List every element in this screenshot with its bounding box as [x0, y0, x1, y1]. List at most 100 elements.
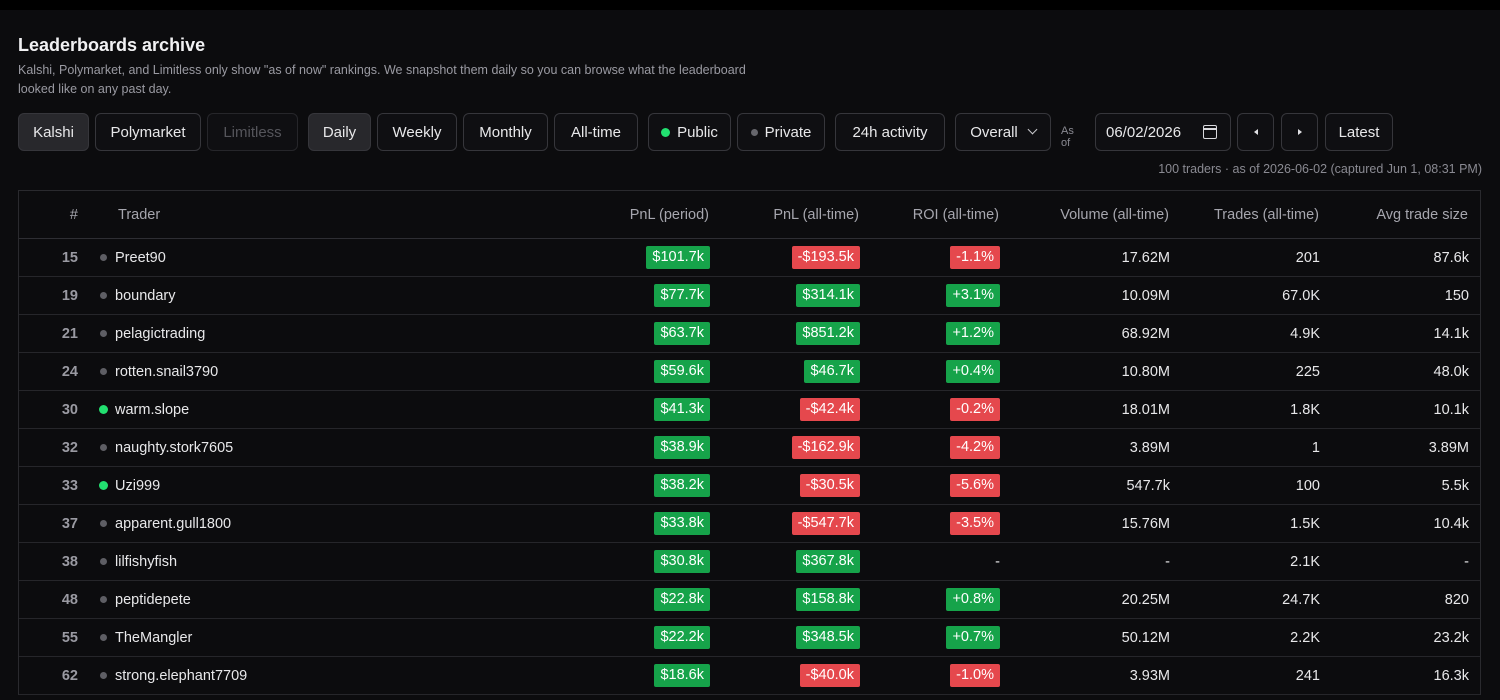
period-tab-weekly[interactable]: Weekly: [377, 113, 457, 151]
page-title: Leaderboards archive: [18, 35, 206, 55]
avg-size-cell: 14.1k: [1433, 325, 1469, 342]
trader-name[interactable]: peptidepete: [115, 591, 191, 608]
col-rank-header[interactable]: #: [69, 206, 78, 223]
trader-name[interactable]: warm.slope: [115, 401, 190, 418]
trader-cell[interactable]: TheMangler: [100, 619, 500, 656]
trader-name[interactable]: lilfishyfish: [115, 553, 178, 570]
trader-cell[interactable]: Preet90: [100, 239, 500, 276]
table-row[interactable]: 55 TheMangler $22.2k $348.5k +0.7% 50.12M 2.2K…: [19, 619, 1480, 657]
table-row[interactable]: 48 peptidepete $22.8k $158.8k +0.8% 20.25M 24.…: [19, 581, 1480, 619]
activity-24h-button[interactable]: 24h activity: [835, 113, 945, 151]
table-row[interactable]: 33 Uzi999 $38.2k -$30.5k -5.6% 547.7k 100 5.5k: [19, 467, 1480, 505]
pnl-all-badge: -$547.7k: [791, 512, 860, 535]
col-pnl-all-header[interactable]: PnL (all-time): [773, 206, 859, 223]
roi-cell: -: [995, 543, 1000, 580]
table-row[interactable]: 38 lilfishyfish $30.8k $367.8k - - 2.1K -: [19, 543, 1480, 581]
top-bar: [0, 0, 1500, 10]
pnl-period-badge: $59.6k: [654, 360, 710, 383]
col-roi-header[interactable]: ROI (all-time): [912, 206, 999, 223]
pnl-all-badge: -$42.4k: [799, 398, 860, 421]
date-input[interactable]: 06/02/2026: [1095, 113, 1231, 151]
col-trades-header[interactable]: Trades (all-time): [1213, 206, 1319, 223]
col-trader-header[interactable]: Trader: [118, 206, 161, 223]
platform-tab-kalshi[interactable]: Kalshi: [18, 113, 89, 151]
visibility-private-toggle[interactable]: Private: [737, 113, 825, 151]
pnl-period-badge: $77.7k: [654, 284, 710, 307]
pnl-period-cell: $101.7k: [646, 239, 710, 276]
trader-name[interactable]: strong.elephant7709: [115, 667, 248, 684]
pnl-period-badge: $22.8k: [654, 588, 710, 611]
table-row[interactable]: 62 strong.elephant7709 $18.6k -$40.0k -1.0% 3…: [19, 657, 1480, 695]
trader-cell[interactable]: peptidepete: [100, 581, 500, 618]
rank-cell: 19: [61, 287, 78, 304]
trades-cell: 100: [1295, 477, 1320, 494]
trades-cell: 1.5K: [1290, 515, 1320, 532]
trader-name[interactable]: pelagictrading: [115, 325, 206, 342]
period-tab-daily[interactable]: Daily: [308, 113, 371, 151]
rank-cell: 55: [61, 629, 78, 646]
status-dot-icon: [100, 558, 107, 565]
roi-cell: -4.2%: [950, 429, 1000, 466]
platform-tab-limitless[interactable]: Limitless: [207, 113, 298, 151]
col-volume-header[interactable]: Volume (all-time): [1060, 206, 1169, 223]
trades-cell: 2.2K: [1290, 629, 1320, 646]
trader-name[interactable]: boundary: [115, 287, 176, 304]
pnl-all-cell: -$547.7k: [791, 505, 860, 542]
roi-badge: +0.4%: [946, 360, 1000, 383]
trades-cell: 24.7K: [1282, 591, 1320, 608]
pnl-all-badge: $367.8k: [796, 550, 860, 573]
table-row[interactable]: 15 Preet90 $101.7k -$193.5k -1.1% 17.62M 201 87…: [19, 239, 1480, 277]
chevron-down-icon: [1027, 124, 1038, 135]
next-day-button[interactable]: [1281, 113, 1318, 151]
trader-cell[interactable]: strong.elephant7709: [100, 657, 500, 694]
trader-cell[interactable]: naughty.stork7605: [100, 429, 500, 466]
table-row[interactable]: 19 boundary $77.7k $314.1k +3.1% 10.09M 67.0K 1…: [19, 277, 1480, 315]
trader-name[interactable]: rotten.snail3790: [115, 363, 219, 380]
table-row[interactable]: 21 pelagictrading $63.7k $851.2k +1.2% 68.92M…: [19, 315, 1480, 353]
pnl-all-badge: $348.5k: [796, 626, 860, 649]
trader-name[interactable]: TheMangler: [115, 629, 193, 646]
trades-cell: 1.8K: [1290, 401, 1320, 418]
table-row[interactable]: 37 apparent.gull1800 $33.8k -$547.7k -3.5% 15…: [19, 505, 1480, 543]
volume-cell: 68.92M: [1121, 325, 1170, 342]
status-dot-icon: [100, 368, 107, 375]
trades-cell: 67.0K: [1282, 287, 1320, 304]
platform-tab-polymarket[interactable]: Polymarket: [95, 113, 201, 151]
table-row[interactable]: 24 rotten.snail3790 $59.6k $46.7k +0.4% 10.80…: [19, 353, 1480, 391]
table-row[interactable]: 30 warm.slope $41.3k -$42.4k -0.2% 18.01M 1.8K…: [19, 391, 1480, 429]
pnl-period-badge: $22.2k: [654, 626, 710, 649]
rank-cell: 62: [61, 667, 78, 684]
rank-cell: 24: [61, 363, 78, 380]
visibility-public-toggle[interactable]: Public: [648, 113, 731, 151]
prev-day-button[interactable]: [1237, 113, 1274, 151]
col-avg-size-header[interactable]: Avg trade size: [1376, 206, 1468, 223]
pnl-period-cell: $38.2k: [654, 467, 710, 504]
trader-name[interactable]: Preet90: [115, 249, 166, 266]
trader-cell[interactable]: pelagictrading: [100, 315, 500, 352]
period-tab-all-time[interactable]: All-time: [554, 113, 638, 151]
trader-cell[interactable]: Uzi999: [99, 467, 500, 504]
category-select[interactable]: Overall: [955, 113, 1051, 151]
table-header: # Trader PnL (period) PnL (all-time) ROI…: [19, 191, 1480, 239]
trader-cell[interactable]: warm.slope: [99, 391, 500, 428]
trader-name[interactable]: Uzi999: [115, 477, 161, 494]
table-row[interactable]: 32 naughty.stork7605 $38.9k -$162.9k -4.2% 3.…: [19, 429, 1480, 467]
period-tab-monthly[interactable]: Monthly: [463, 113, 548, 151]
calendar-icon[interactable]: [1203, 125, 1217, 139]
rank-cell: 32: [61, 439, 78, 456]
latest-button[interactable]: Latest: [1325, 113, 1393, 151]
pnl-all-badge: -$162.9k: [791, 436, 860, 459]
trader-cell[interactable]: boundary: [100, 277, 500, 314]
trader-cell[interactable]: lilfishyfish: [100, 543, 500, 580]
volume-cell: 3.93M: [1129, 667, 1170, 684]
trader-cell[interactable]: apparent.gull1800: [100, 505, 500, 542]
pnl-all-cell: -$30.5k: [799, 467, 860, 504]
avg-size-cell: 10.4k: [1433, 515, 1469, 532]
roi-badge: -5.6%: [950, 474, 1000, 497]
trader-name[interactable]: apparent.gull1800: [115, 515, 232, 532]
trades-cell: 225: [1295, 363, 1320, 380]
pnl-period-cell: $41.3k: [654, 391, 710, 428]
trader-name[interactable]: naughty.stork7605: [115, 439, 234, 456]
trader-cell[interactable]: rotten.snail3790: [100, 353, 500, 390]
col-pnl-period-header[interactable]: PnL (period): [629, 206, 709, 223]
